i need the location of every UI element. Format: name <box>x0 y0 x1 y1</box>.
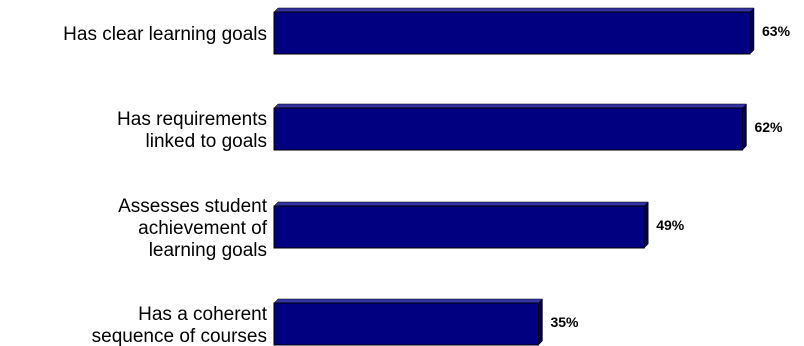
bar <box>273 107 743 151</box>
category-label-line: Has clear learning goals <box>63 24 267 45</box>
bar-top-face <box>273 298 544 304</box>
data-label: 49% <box>656 217 685 233</box>
category-label: Has requirements linked to goals <box>117 109 267 152</box>
bar-side-face <box>742 103 747 151</box>
bar <box>273 11 751 55</box>
data-label: 63% <box>762 23 791 39</box>
category-label: Has clear learning goals <box>63 24 267 45</box>
category-label-line: achievement of <box>138 218 268 239</box>
bar-group: 63% Has clear learning goals <box>63 7 791 55</box>
category-label: Has a coherent sequence of courses <box>92 304 268 346</box>
category-label: Assesses student achievement of learning g… <box>118 196 268 261</box>
bar-side-face <box>538 298 543 346</box>
bar-side-face <box>643 201 649 249</box>
category-label-line: linked to goals <box>146 131 267 152</box>
category-label-line: Has requirements <box>117 109 267 130</box>
bar-group: 62% Has requirements linked to goals <box>117 103 783 152</box>
bar-group: 49% Assesses student achievement of learnin… <box>118 196 685 261</box>
category-label-line: Assesses student <box>118 196 268 217</box>
bar-top-face <box>273 201 649 207</box>
bar <box>273 205 645 249</box>
data-label: 35% <box>550 314 579 330</box>
category-label-line: Has a coherent <box>138 304 268 325</box>
bar-side-face <box>749 7 755 55</box>
bar-top-face <box>273 7 755 13</box>
category-label-line: learning goals <box>149 240 267 261</box>
bar <box>273 302 539 346</box>
bar-top-face <box>273 103 748 109</box>
bar-group: 35% Has a coherent sequence of courses <box>92 298 579 346</box>
data-label: 62% <box>754 119 783 135</box>
category-label-line: sequence of courses <box>92 326 267 346</box>
